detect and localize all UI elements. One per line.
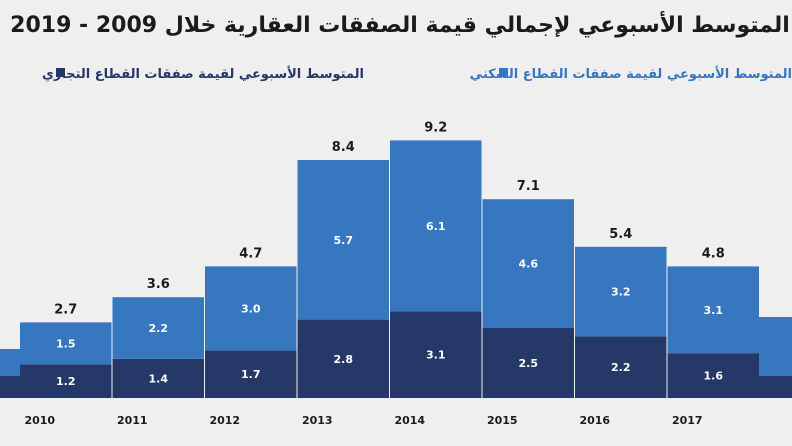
data-labels: 1.2 1.5 2.7 1.4 2.2 3.6 1.7 3.0 4.7 2.8 5.7 8.4 3.1 6… — [54, 120, 725, 388]
data-label-commercial-2010: 1.2 — [56, 375, 76, 388]
data-label-residential-2011: 2.2 — [149, 322, 169, 335]
bar-segment-residential-2013 — [297, 160, 389, 320]
x-tick-2010: 2010 — [24, 414, 55, 427]
bar-segment-residential-2010 — [20, 322, 112, 365]
data-label-commercial-2017: 1.6 — [704, 370, 724, 383]
data-label-residential-2012: 3.0 — [241, 302, 261, 315]
total-label-2015: 7.1 — [517, 179, 540, 194]
bar-segment-residential-2017 — [667, 266, 759, 354]
data-label-residential-2015: 4.6 — [519, 258, 539, 271]
data-label-commercial-2014: 3.1 — [426, 349, 446, 362]
bars — [20, 140, 759, 398]
x-tick-2016: 2016 — [579, 414, 610, 427]
x-tick-2011: 2011 — [117, 414, 148, 427]
data-label-residential-2010: 1.5 — [56, 337, 76, 350]
data-label-commercial-2011: 1.4 — [149, 372, 169, 385]
bar-segment-commercial-2010 — [20, 364, 112, 398]
chart-title: المتوسط الأسبوعي لإجمالي قيمة الصفقات ال… — [10, 10, 790, 38]
x-axis-ticks: 2010 2011 2012 2013 2014 2015 2016 2017 — [24, 414, 702, 427]
bar-segment-commercial-2015 — [482, 328, 574, 398]
total-label-2012: 4.7 — [239, 246, 262, 261]
data-label-residential-2017: 3.1 — [704, 304, 724, 317]
total-label-2014: 9.2 — [424, 120, 447, 135]
legend-swatch-commercial — [56, 68, 65, 77]
data-label-residential-2014: 6.1 — [426, 220, 446, 233]
data-label-commercial-2012: 1.7 — [241, 368, 261, 381]
total-label-2013: 8.4 — [332, 140, 355, 155]
bar-segment-commercial-2012 — [205, 350, 297, 398]
x-tick-2014: 2014 — [394, 414, 425, 427]
total-label-2010: 2.7 — [54, 302, 77, 317]
legend: المتوسط الأسبوعي لقيمة صفقات القطاع السك… — [42, 65, 792, 82]
legend-label-commercial: المتوسط الأسبوعي لقيمة صفقات القطاع التج… — [42, 65, 364, 82]
bar-segment-residential-2012 — [205, 266, 297, 351]
total-label-2016: 5.4 — [609, 227, 632, 242]
bar-segment-residential-2014 — [390, 140, 482, 312]
bar-segment-residential-2011 — [112, 297, 204, 359]
x-tick-2017: 2017 — [672, 414, 703, 427]
bar-segment-commercial-2014 — [390, 311, 482, 398]
data-label-commercial-2015: 2.5 — [519, 357, 539, 370]
legend-label-residential: المتوسط الأسبوعي لقيمة صفقات القطاع السك… — [470, 65, 792, 82]
legend-swatch-residential — [499, 68, 508, 77]
bar-segment-residential-2016 — [575, 246, 667, 337]
total-label-2011: 3.6 — [147, 277, 170, 292]
bar-segment-commercial-2011 — [112, 358, 204, 398]
x-tick-2013: 2013 — [302, 414, 333, 427]
data-label-commercial-2016: 2.2 — [611, 361, 631, 374]
total-label-2017: 4.8 — [702, 246, 725, 261]
x-tick-2015: 2015 — [487, 414, 518, 427]
partial-edge-bars — [0, 317, 792, 398]
bar-segment-commercial-2016 — [575, 336, 667, 398]
bar-segment-commercial-2017 — [667, 353, 759, 398]
data-label-commercial-2013: 2.8 — [334, 353, 354, 366]
data-label-residential-2013: 5.7 — [334, 234, 354, 247]
bar-segment-residential-2015 — [482, 199, 574, 328]
x-tick-2012: 2012 — [209, 414, 240, 427]
bar-segment-commercial-2013 — [297, 319, 389, 398]
data-label-residential-2016: 3.2 — [611, 286, 631, 299]
